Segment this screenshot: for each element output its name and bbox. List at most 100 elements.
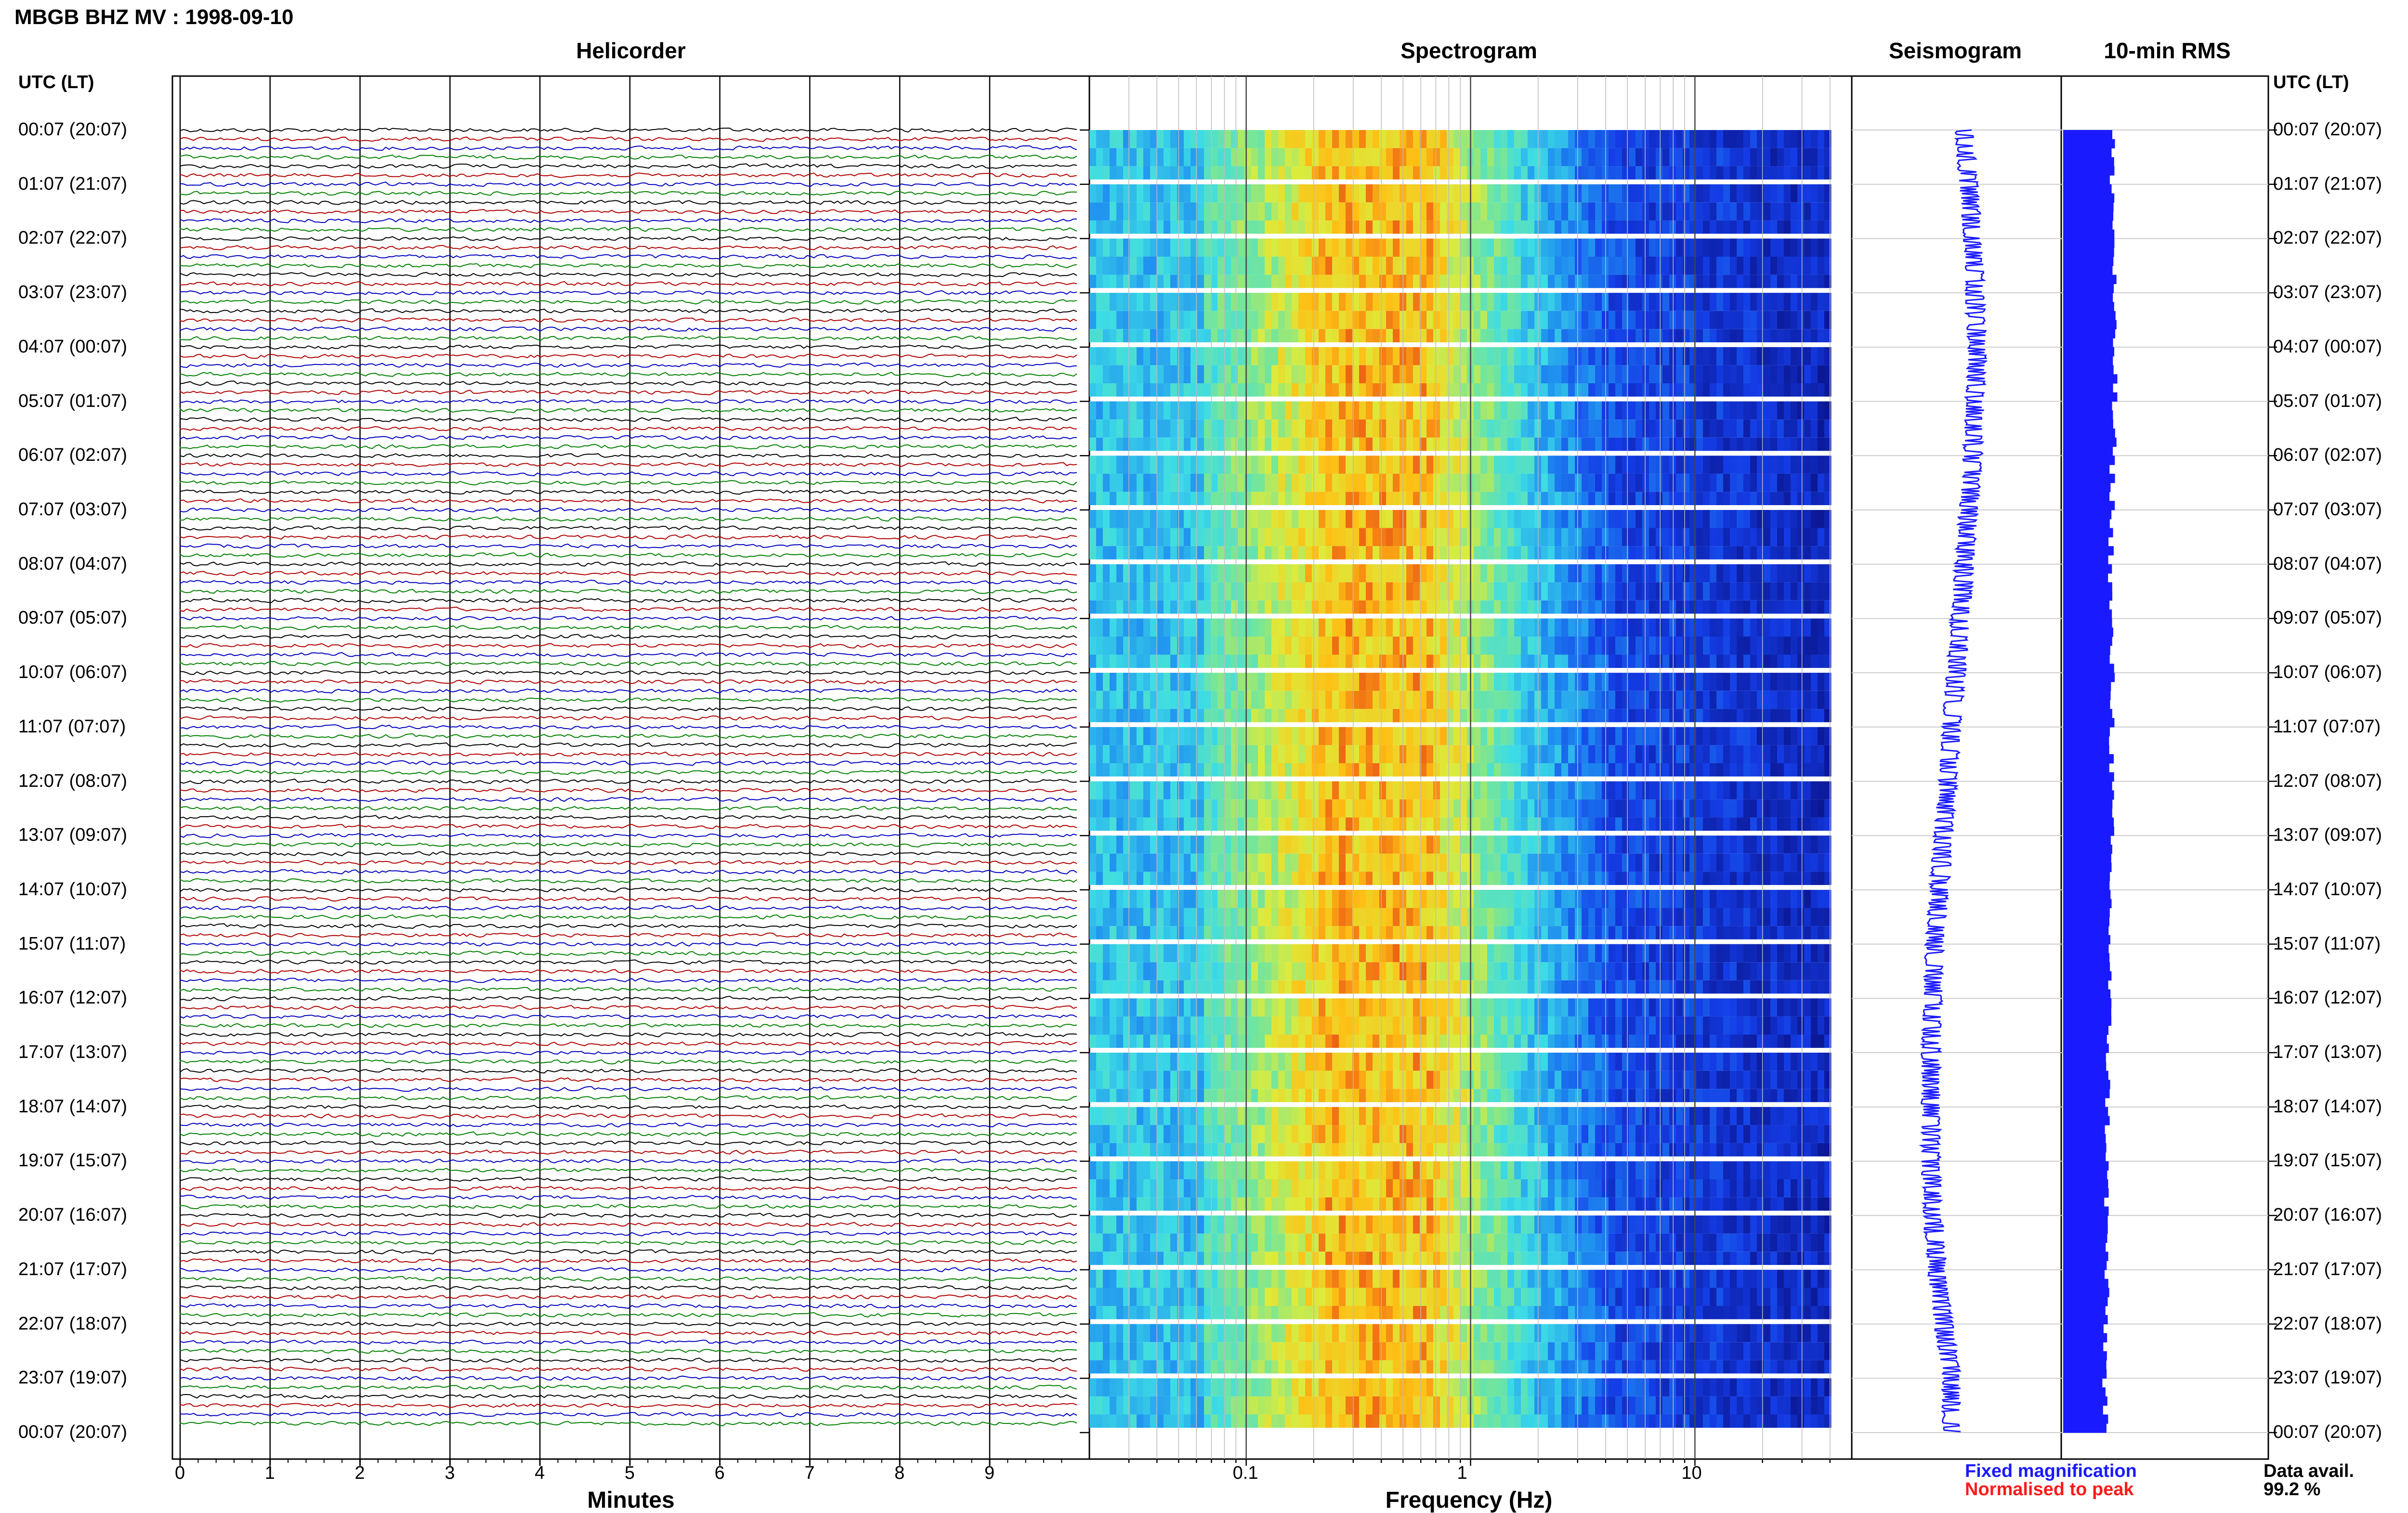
spectrogram-cell <box>1204 872 1211 885</box>
spectrogram-cell <box>1460 365 1467 383</box>
spectrogram-cell <box>1791 365 1798 383</box>
spectrogram-cell <box>1285 618 1292 637</box>
spectrogram-cell <box>1541 673 1548 691</box>
spectrogram-cell <box>1609 890 1616 908</box>
spectrogram-cell <box>1197 130 1204 148</box>
spectrogram-cell <box>1238 166 1245 180</box>
spectrogram-cell <box>1197 293 1204 311</box>
spectrogram-cell <box>1460 238 1467 257</box>
spectrogram-cell <box>1143 184 1151 203</box>
spectrogram-cell <box>1582 835 1589 854</box>
spectrogram-cell <box>1164 257 1171 275</box>
spectrogram-cell <box>1609 745 1616 763</box>
spectrogram-cell <box>1447 383 1454 397</box>
spectrogram-cell <box>1480 782 1488 800</box>
spectrogram-cell <box>1204 655 1211 668</box>
spectrogram-cell <box>1494 818 1501 831</box>
spectrogram-cell <box>1622 148 1629 167</box>
spectrogram-cell <box>1487 564 1494 583</box>
spectrogram-cell <box>1528 311 1535 329</box>
spectrogram-cell <box>1406 546 1413 560</box>
spectrogram-cell <box>1089 383 1097 397</box>
spectrogram-cell <box>1777 329 1784 342</box>
spectrogram-cell <box>1541 402 1548 420</box>
spectrogram-cell <box>1716 329 1724 342</box>
spectrogram-cell <box>1737 691 1744 709</box>
spectrogram-cell <box>1346 365 1353 383</box>
spectrogram-cell <box>1541 582 1548 600</box>
spectrogram-cell <box>1298 383 1306 397</box>
spectrogram-cell <box>1298 238 1306 257</box>
spectrogram-cell <box>1386 166 1393 180</box>
spectrogram-cell <box>1669 799 1676 818</box>
spectrogram-cell <box>1271 618 1279 637</box>
spectrogram-cell <box>1137 221 1144 234</box>
spectrogram-cell <box>1204 184 1211 203</box>
spectrogram-cell <box>1447 745 1454 763</box>
spectrogram-cell <box>1440 600 1447 614</box>
spectrogram-cell <box>1609 763 1616 777</box>
spectrogram-cell <box>1170 655 1178 668</box>
spectrogram-cell <box>1703 257 1710 275</box>
helicorder-trace <box>180 671 1077 675</box>
spectrogram-cell <box>1656 546 1663 560</box>
spectrogram-cell <box>1130 456 1137 474</box>
spectrogram-cell <box>1764 600 1771 614</box>
spectrogram-cell <box>1662 474 1670 492</box>
spectrogram-cell <box>1710 745 1717 763</box>
spectrogram-cell <box>1238 618 1245 637</box>
spectrogram-cell <box>1676 419 1683 438</box>
spectrogram-cell <box>1170 492 1178 505</box>
spectrogram-cell <box>1137 890 1144 908</box>
spectrogram-cell <box>1710 202 1717 221</box>
spectrogram-cell <box>1777 510 1784 528</box>
spectrogram-cell <box>1366 474 1373 492</box>
spectrogram-cell <box>1258 474 1265 492</box>
spectrogram-cell <box>1177 311 1184 329</box>
spectrogram-cell <box>1656 709 1663 722</box>
spectrogram-cell <box>1332 546 1339 560</box>
spectrogram-cell <box>1777 347 1784 365</box>
spectrogram-cell <box>1217 600 1225 614</box>
spectrogram-cell <box>1157 799 1164 818</box>
spectrogram-cell <box>1103 456 1110 474</box>
spectrogram-cell <box>1636 691 1643 709</box>
spectrogram-cell <box>1089 221 1097 234</box>
spectrogram-cell <box>1811 492 1818 505</box>
spectrogram-cell <box>1683 564 1690 583</box>
spectrogram-cell <box>1184 365 1191 383</box>
spectrogram-cell <box>1723 890 1730 908</box>
spectrogram-cell <box>1770 347 1778 365</box>
spectrogram-cell <box>1555 691 1562 709</box>
spectrogram-cell <box>1164 166 1171 180</box>
spectrogram-cell <box>1784 745 1791 763</box>
helicorder-trace <box>180 788 1077 793</box>
spectrogram-cell <box>1143 148 1151 167</box>
spectrogram-cell <box>1312 329 1319 342</box>
spectrogram-cell <box>1595 637 1602 655</box>
spectrogram-cell <box>1588 383 1596 397</box>
helicorder-trace <box>180 924 1077 928</box>
spectrogram-cell <box>1406 148 1413 167</box>
spectrogram-cell <box>1743 347 1751 365</box>
spectrogram-cell <box>1453 383 1461 397</box>
spectrogram-cell <box>1791 782 1798 800</box>
spectrogram-cell <box>1676 546 1683 560</box>
spectrogram-cell <box>1271 238 1279 257</box>
spectrogram-cell <box>1487 745 1494 763</box>
spectrogram-cell <box>1528 238 1535 257</box>
spectrogram-cell <box>1474 709 1481 722</box>
spectrogram-cell <box>1582 564 1589 583</box>
spectrogram-cell <box>1373 402 1380 420</box>
spectrogram-cell <box>1568 148 1575 167</box>
spectrogram-cell <box>1157 383 1164 397</box>
spectrogram-cell <box>1609 329 1616 342</box>
spectrogram-cell <box>1743 184 1751 203</box>
spectrogram-cell <box>1258 148 1265 167</box>
spectrogram-cell <box>1737 618 1744 637</box>
spectrogram-cell <box>1561 184 1569 203</box>
spectrogram-cell <box>1426 600 1434 614</box>
spectrogram-cell <box>1642 673 1649 691</box>
spectrogram-cell <box>1588 618 1596 637</box>
spectrogram-cell <box>1130 130 1137 148</box>
